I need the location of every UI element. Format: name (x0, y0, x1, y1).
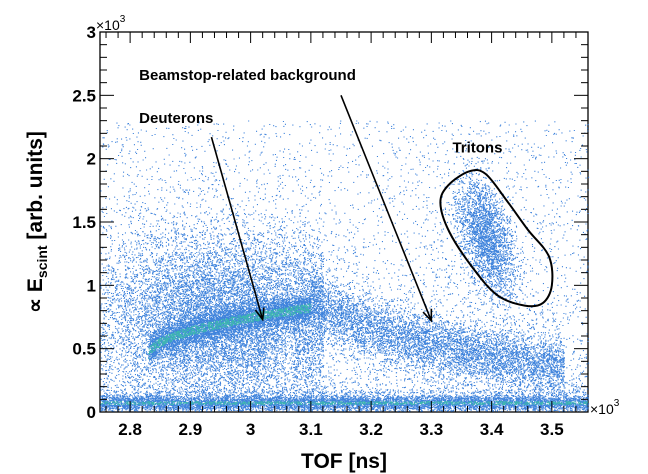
data-points (100, 120, 590, 412)
x-tick-label: 2.9 (179, 420, 203, 439)
scatter-points (100, 120, 590, 412)
x-tick-label: 3.5 (540, 420, 564, 439)
x-tick-label: 2.8 (118, 420, 142, 439)
y-axis-title: ∝ Escint [arb. units] (24, 131, 50, 313)
annotation-arrow (340, 95, 433, 322)
annotation-label: Tritons (452, 139, 502, 156)
y-axis-title-subscript: scint (34, 245, 50, 278)
y-tick-label: 0.5 (72, 340, 96, 359)
y-multiplier-base: ×10 (96, 17, 120, 33)
y-tick-label: 2.5 (72, 86, 96, 105)
annotation-label: Beamstop-related background (139, 67, 356, 84)
y-tick-label: 0 (87, 403, 96, 422)
annotation-arrow (210, 136, 264, 320)
x-multiplier-base: ×10 (590, 401, 614, 417)
y-axis-title-prefix: ∝ E (24, 278, 47, 313)
y-tick-label: 3 (87, 23, 96, 42)
dense-core-points (101, 303, 588, 406)
y-multiplier-exponent: 3 (120, 14, 126, 25)
x-axis-title: TOF [ns] (301, 450, 387, 473)
x-tick-label: 3.4 (480, 420, 504, 439)
axes-layer: 2.8 2.9 3 3.1 3.2 3.3 3.4 3.5 0 0.5 1 1.5 2 2.5 3 (72, 23, 588, 439)
y-tick-label: 2 (87, 150, 96, 169)
x-multiplier: ×103 (590, 398, 620, 417)
y-axis-title-suffix: [arb. units] (24, 131, 47, 245)
x-tick-label: 3.1 (299, 420, 323, 439)
annotation-label: Deuterons (139, 110, 213, 127)
y-multiplier: ×103 (96, 14, 126, 33)
y-tick-label: 1 (87, 276, 96, 295)
annotations-layer: Beamstop-related background Deuterons Trit… (139, 67, 502, 323)
x-tick-label: 3.3 (420, 420, 444, 439)
y-tick-label: 1.5 (72, 213, 96, 232)
x-tick-label: 3 (246, 420, 255, 439)
triton-cut-contour (439, 169, 554, 308)
annotation-arrowhead (422, 308, 433, 323)
triton-cut-contour-layer (439, 169, 554, 308)
annotation-arrowhead (254, 307, 265, 322)
x-multiplier-exponent: 3 (614, 398, 620, 409)
x-tick-label: 3.2 (359, 420, 383, 439)
